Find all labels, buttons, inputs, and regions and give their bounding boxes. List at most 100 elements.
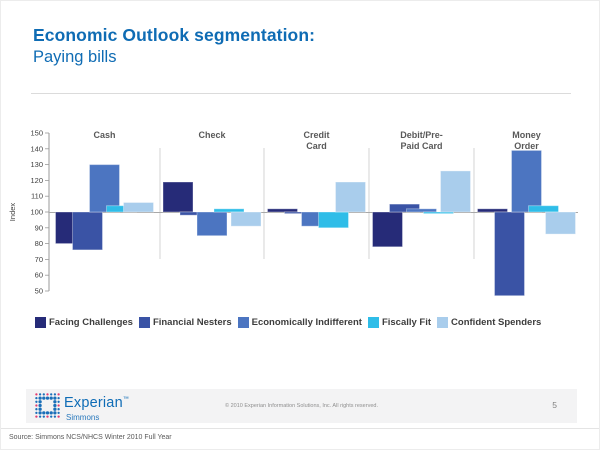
logo-dot (57, 415, 60, 418)
bar-facing-challenges-check (162, 181, 194, 213)
y-tick-label: 150 (30, 129, 43, 138)
y-axis-title: Index (8, 203, 17, 222)
logo-dot (35, 396, 38, 400)
logo-dot (57, 396, 60, 400)
category-label-credit: Credit (303, 130, 329, 140)
logo-dot (42, 415, 45, 418)
slide-title-sub: Paying bills (33, 48, 117, 66)
logo-dot (38, 393, 42, 396)
logo-dot (53, 411, 57, 415)
bar-confident-spenders-credit-card (335, 181, 366, 213)
y-tick-label: 50 (35, 287, 43, 296)
bar-economically-indifferent-cash (89, 164, 120, 213)
legend-swatch-fiscally-fit (367, 317, 379, 328)
logo-dot (57, 404, 60, 407)
logo-dot (50, 393, 53, 396)
logo-dot (49, 411, 53, 415)
bar-economically-indifferent-debit-pre-paid-card (406, 208, 437, 213)
logo-subbrand: Simmons (66, 413, 100, 422)
experian-dots-logo-icon (35, 393, 60, 418)
legend-item-confident-spenders: Confident Spenders (437, 317, 541, 328)
legend-label: Fiscally Fit (381, 317, 432, 328)
y-tick-label: 70 (35, 255, 43, 264)
y-tick-label: 60 (35, 271, 43, 280)
logo-dot (42, 396, 46, 400)
logo-dot (57, 408, 60, 411)
logo-dot (38, 415, 42, 418)
y-tick-label: 120 (30, 176, 43, 185)
legend-item-economically-indifferent: Economically Indifferent (237, 317, 362, 328)
logo-dot (53, 400, 57, 404)
bar-fiscally-fit-credit-card (318, 211, 349, 229)
bar-financial-nesters-cash (72, 211, 103, 251)
logo-dot (49, 396, 53, 400)
footer-bar: Experian™ Simmons © 2010 Experian Inform… (26, 389, 577, 423)
logo-dot (53, 403, 57, 408)
logo-dot (46, 415, 49, 418)
logo-dot (35, 415, 38, 418)
y-tick-label: 130 (30, 160, 43, 169)
bar-financial-nesters-money-order (494, 211, 525, 297)
bar-economically-indifferent-money-order (511, 149, 542, 213)
y-tick-label: 90 (35, 223, 43, 232)
bar-facing-challenges-money-order (477, 208, 508, 213)
logo-dot (35, 408, 38, 411)
logo-dot (35, 393, 38, 396)
bar-confident-spenders-debit-pre-paid-card (440, 170, 471, 213)
category-label-check: Check (198, 130, 226, 140)
y-tick-label: 110 (31, 192, 43, 201)
logo-text: Experian™ Simmons (64, 392, 129, 422)
category-label-money: Money (512, 130, 541, 140)
y-tick-label: 140 (30, 144, 43, 153)
logo-dot (50, 415, 53, 418)
logo-dot (42, 411, 46, 415)
legend-label: Facing Challenges (49, 317, 133, 328)
logo-dot (35, 400, 38, 403)
legend-swatch-financial-nesters (138, 317, 150, 328)
logo-dot (38, 411, 42, 415)
logo-dot (38, 400, 42, 404)
slide-title: Economic Outlook segmentation: Paying bi… (33, 24, 315, 68)
legend-swatch-economically-indifferent (237, 317, 249, 328)
bar-facing-challenges-credit-card (267, 208, 298, 213)
category-label-cash: Cash (93, 130, 115, 140)
slide-edge-line (1, 428, 599, 429)
logo-dot (38, 407, 42, 411)
legend-label: Confident Spenders (451, 317, 542, 328)
category-label-debit-pre-: Debit/Pre- (400, 130, 443, 140)
chart-legend: Facing Challenges Financial Nesters Econom… (35, 317, 541, 328)
logo-trademark: ™ (122, 396, 129, 403)
y-tick-label: 100 (30, 208, 43, 217)
logo-dot (57, 393, 60, 396)
logo-dot (57, 411, 60, 415)
logo-dot (53, 407, 57, 411)
logo-dot (53, 393, 57, 396)
bar-fiscally-fit-check (213, 208, 245, 213)
legend-item-fiscally-fit: Fiscally Fit (367, 317, 432, 328)
logo-dot (38, 396, 42, 400)
logo-dot (53, 396, 57, 400)
logo-dot (53, 415, 57, 418)
bar-confident-spenders-cash (123, 202, 154, 213)
bar-fiscally-fit-money-order (528, 205, 559, 213)
bar-economically-indifferent-check (196, 211, 228, 237)
legend-swatch-facing-challenges (35, 317, 46, 328)
bar-chart: 50 60 70 80 90 100 110 120 130 140 150 Index Cash Che… (8, 129, 578, 297)
logo-dot (45, 411, 50, 415)
bar-confident-spenders-money-order (545, 211, 576, 235)
bar-financial-nesters-debit-pre-paid-card (389, 203, 420, 213)
copyright-text: © 2010 Experian Information Solutions, I… (225, 403, 378, 409)
category-label-order: Order (514, 141, 539, 151)
logo-dot (38, 403, 42, 408)
logo-brand: Experian (64, 395, 123, 411)
logo-dot (57, 400, 60, 403)
logo-dot (46, 393, 49, 396)
legend-swatch-confident-spenders (437, 317, 449, 328)
y-tick-label: 80 (35, 239, 43, 248)
bar-fiscally-fit-debit-pre-paid-card (423, 211, 454, 215)
source-text: Source: Simmons NCS/NHCS Winter 2010 Ful… (9, 434, 172, 441)
category-label-card: Card (306, 141, 327, 151)
legend-label: Financial Nesters (152, 317, 232, 328)
bar-confident-spenders-check (230, 211, 262, 227)
bar-facing-challenges-debit-pre-paid-card (372, 211, 403, 248)
